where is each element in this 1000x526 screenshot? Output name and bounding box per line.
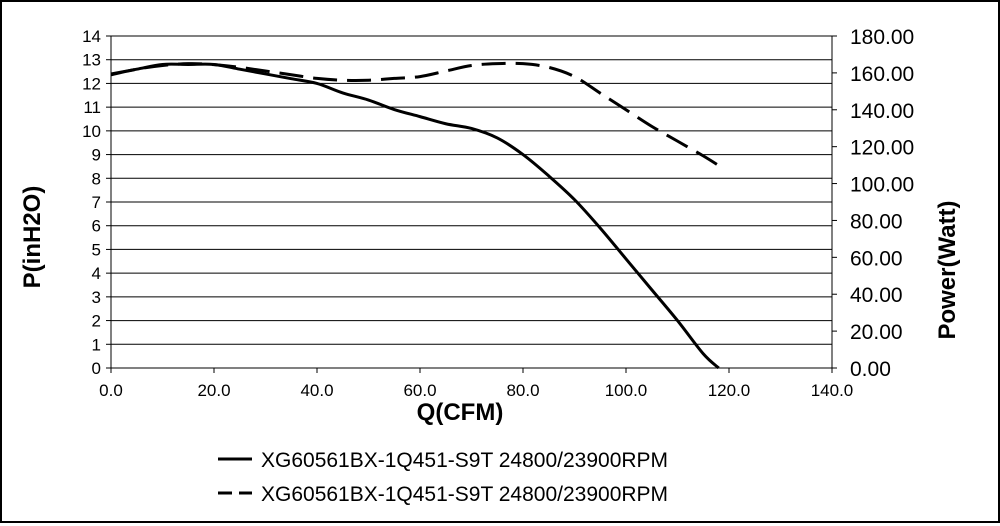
grid-lines [111, 35, 832, 369]
y2-tick-label: 180.00 [850, 26, 914, 49]
y-tick-label: 13 [82, 51, 101, 70]
x-tick-label: 0.0 [99, 381, 123, 400]
y-tick-label: 11 [83, 98, 101, 117]
x-tick-label: 20.0 [197, 381, 230, 400]
y2-axis-title: Power(Watt) [934, 200, 961, 339]
y2-tick-label: 60.00 [850, 247, 903, 270]
power-curve-line [110, 61, 725, 171]
x-tick-label: 140.0 [811, 381, 854, 400]
x-axis-title: Q(CFM) [417, 399, 504, 426]
y-tick-label: 10 [82, 122, 101, 141]
y-axis-title: P(inH2O) [19, 186, 46, 289]
y2-tick-label: 160.00 [850, 63, 914, 86]
y-tick-label: 7 [92, 193, 101, 212]
x-tick-label: 40.0 [300, 381, 333, 400]
legend-entry-dashed: XG60561BX-1Q451-S9T 24800/23900RPM [261, 483, 668, 506]
y2-tick-label: 40.00 [850, 284, 903, 307]
y-tick-label: 6 [92, 217, 101, 236]
y-tick-label: 0 [92, 359, 101, 378]
y2-tick-label: 120.00 [850, 137, 914, 160]
y2-tick-label: 0.00 [850, 358, 891, 381]
y-tick-label: 9 [92, 146, 101, 165]
tick-labels: 012345678910111213140.0020.0040.0060.008… [82, 26, 914, 400]
y-tick-label: 12 [82, 74, 101, 93]
y2-tick-label: 100.00 [850, 174, 914, 197]
y2-tick-label: 140.00 [850, 100, 914, 123]
y2-tick-label: 20.00 [850, 321, 903, 344]
x-tick-label: 60.0 [403, 381, 436, 400]
y-tick-label: 5 [92, 240, 101, 259]
x-tick-label: 120.0 [708, 381, 751, 400]
y-tick-label: 8 [92, 169, 101, 188]
legend-entry-solid: XG60561BX-1Q451-S9T 24800/23900RPM [261, 449, 668, 472]
y-tick-label: 1 [92, 335, 101, 354]
y2-tick-label: 80.00 [850, 210, 903, 233]
legend: XG60561BX-1Q451-S9T 24800/23900RPM XG605… [218, 449, 668, 506]
y-tick-label: 4 [92, 264, 101, 283]
y-tick-label: 2 [92, 312, 101, 331]
series-lines [110, 61, 725, 370]
x-tick-label: 100.0 [605, 381, 648, 400]
x-tick-label: 80.0 [506, 381, 539, 400]
y-tick-label: 14 [82, 27, 101, 46]
y-tick-label: 3 [92, 288, 101, 307]
